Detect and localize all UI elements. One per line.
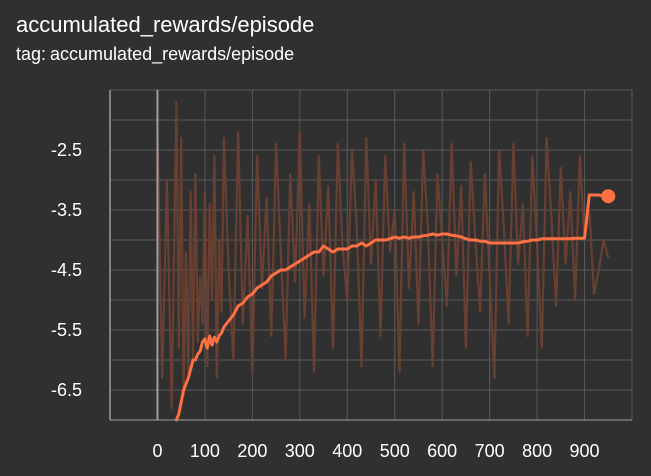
y-tick-label: -3.5 [51, 200, 82, 220]
y-tick-label: -4.5 [51, 260, 82, 280]
x-tick-label: 100 [190, 441, 220, 461]
x-tick-label: 700 [475, 441, 505, 461]
axis-layer: -2.5 -3.5 -4.5 -5.5 -6.5 0 100 200 300 400 500 600 7… [51, 90, 632, 461]
highlight-point [601, 189, 616, 204]
x-tick-label: 500 [380, 441, 410, 461]
tag-prefix: tag: [16, 44, 47, 64]
tag-value: accumulated_rewards/episode [50, 44, 295, 64]
smoothed-series-layer [174, 189, 616, 422]
x-tick-label: 900 [570, 441, 600, 461]
smoothed-series-line [174, 193, 610, 422]
chart-title: accumulated_rewards/episode [16, 12, 315, 37]
y-tick-label: -6.5 [51, 380, 82, 400]
raw-series-layer [156, 100, 610, 410]
x-tick-label: 200 [237, 441, 267, 461]
y-tick-label: -5.5 [51, 320, 82, 340]
y-tick-label: -2.5 [51, 140, 82, 160]
x-tick-label: 600 [427, 441, 457, 461]
x-tick-label: 800 [522, 441, 552, 461]
x-tick-label: 300 [285, 441, 315, 461]
x-tick-label: 400 [332, 441, 362, 461]
raw-series-line [156, 100, 610, 410]
x-tick-label: 0 [152, 441, 162, 461]
chart-tag: tag: accumulated_rewards/episode [16, 44, 294, 65]
